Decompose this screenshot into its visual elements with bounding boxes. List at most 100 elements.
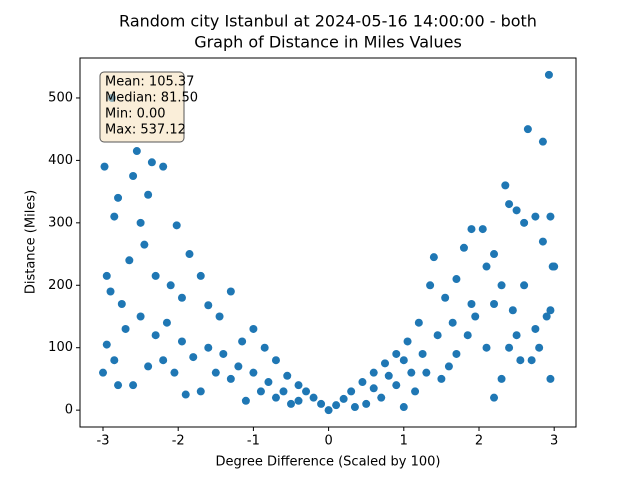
y-axis-label: Distance (Miles) bbox=[24, 190, 39, 294]
point bbox=[102, 271, 111, 280]
x-tick-label: 1 bbox=[400, 434, 408, 449]
point bbox=[177, 293, 186, 302]
point bbox=[482, 343, 491, 352]
point bbox=[129, 381, 138, 390]
point bbox=[538, 137, 547, 146]
point bbox=[347, 387, 356, 396]
point bbox=[238, 337, 247, 346]
point bbox=[177, 337, 186, 346]
point bbox=[125, 256, 134, 265]
point bbox=[527, 356, 536, 365]
point bbox=[234, 362, 243, 371]
point bbox=[136, 218, 145, 227]
point bbox=[196, 271, 205, 280]
point bbox=[505, 200, 514, 209]
point bbox=[414, 318, 423, 327]
point bbox=[467, 225, 476, 234]
point bbox=[399, 403, 408, 412]
point bbox=[426, 281, 435, 290]
point bbox=[317, 399, 326, 408]
point bbox=[490, 393, 499, 402]
y-tick-label: 100 bbox=[48, 340, 73, 355]
point bbox=[241, 396, 250, 405]
point bbox=[283, 371, 292, 380]
point bbox=[264, 378, 273, 387]
point bbox=[429, 253, 438, 262]
x-tick-label: 0 bbox=[324, 434, 332, 449]
point bbox=[170, 368, 179, 377]
point bbox=[166, 281, 175, 290]
point bbox=[136, 312, 145, 321]
point bbox=[459, 243, 468, 252]
point bbox=[204, 343, 213, 352]
point bbox=[249, 368, 258, 377]
point bbox=[550, 262, 559, 271]
point bbox=[531, 212, 540, 221]
chart-title: Random city Istanbul at 2024-05-16 14:00… bbox=[119, 12, 537, 31]
point bbox=[106, 287, 115, 296]
point bbox=[418, 349, 427, 358]
point bbox=[448, 318, 457, 327]
x-axis-label: Degree Difference (Scaled by 100) bbox=[216, 455, 441, 470]
y-tick-label: 500 bbox=[48, 90, 73, 105]
point bbox=[332, 401, 341, 410]
stats-box bbox=[99, 71, 185, 143]
point bbox=[369, 368, 378, 377]
point bbox=[100, 162, 109, 171]
x-tick-label: -3 bbox=[97, 434, 110, 449]
point bbox=[478, 225, 487, 234]
point bbox=[512, 331, 521, 340]
point bbox=[444, 362, 453, 371]
point bbox=[159, 162, 168, 171]
point bbox=[181, 390, 190, 399]
point bbox=[501, 181, 510, 190]
point bbox=[542, 312, 551, 321]
point bbox=[140, 240, 149, 249]
point bbox=[437, 374, 446, 383]
point bbox=[226, 287, 235, 296]
point bbox=[189, 353, 198, 362]
point bbox=[294, 396, 303, 405]
point bbox=[350, 403, 359, 412]
point bbox=[129, 172, 138, 181]
point bbox=[162, 318, 171, 327]
point bbox=[271, 356, 280, 365]
point bbox=[369, 384, 378, 393]
point bbox=[147, 158, 156, 167]
point bbox=[441, 293, 450, 302]
point bbox=[508, 306, 517, 315]
y-tick-label: 200 bbox=[48, 278, 73, 293]
x-tick-label: -1 bbox=[247, 434, 260, 449]
point bbox=[471, 312, 480, 321]
point bbox=[114, 193, 123, 202]
point bbox=[520, 281, 529, 290]
point bbox=[114, 381, 123, 390]
point bbox=[380, 359, 389, 368]
point bbox=[279, 387, 288, 396]
point bbox=[546, 212, 555, 221]
point bbox=[172, 221, 181, 230]
point bbox=[110, 356, 119, 365]
point bbox=[302, 387, 311, 396]
point bbox=[121, 324, 130, 333]
y-tick-label: 300 bbox=[48, 215, 73, 230]
point bbox=[151, 271, 160, 280]
point bbox=[497, 374, 506, 383]
point bbox=[403, 337, 412, 346]
point bbox=[196, 387, 205, 396]
point bbox=[392, 381, 401, 390]
point bbox=[324, 406, 333, 415]
point bbox=[151, 331, 160, 340]
point bbox=[452, 275, 461, 284]
point bbox=[497, 281, 506, 290]
point bbox=[132, 147, 141, 156]
point bbox=[226, 374, 235, 383]
point bbox=[144, 190, 153, 199]
point bbox=[516, 356, 525, 365]
point bbox=[399, 356, 408, 365]
point bbox=[512, 206, 521, 215]
x-tick-label: 3 bbox=[550, 434, 558, 449]
point bbox=[384, 371, 393, 380]
point bbox=[294, 381, 303, 390]
point bbox=[215, 312, 224, 321]
